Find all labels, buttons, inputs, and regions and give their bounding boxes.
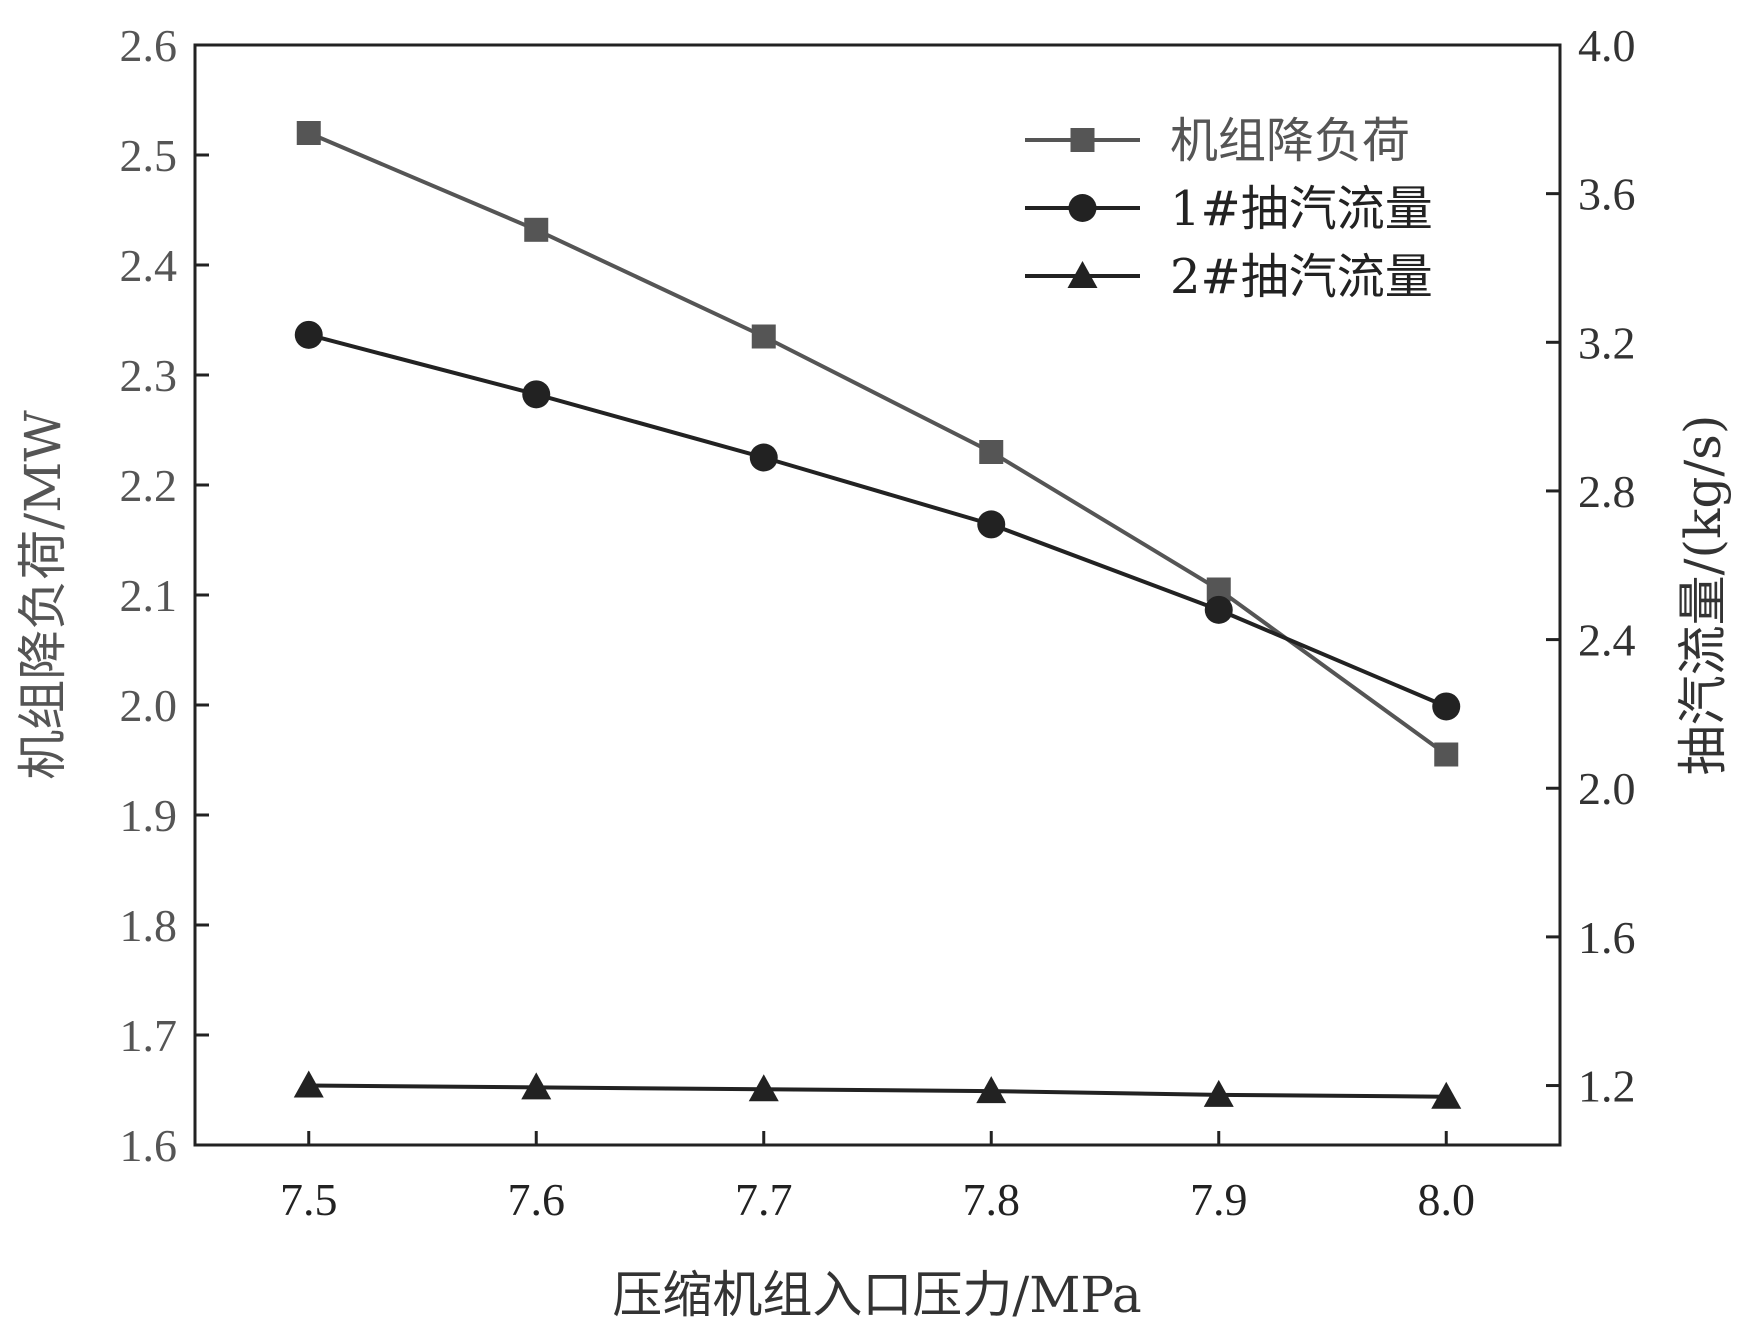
ticks: 7.5 7.6 7.7 7.8 7.9 8.0 1.6 1.7 1.8 1.9 2.0 2.1 2.2 2… (120, 20, 1636, 1225)
data-point-triangle (976, 1076, 1007, 1104)
x-tick-label: 7.7 (735, 1174, 793, 1225)
y-right-tick-label: 3.6 (1578, 169, 1636, 220)
data-point-triangle (1203, 1079, 1234, 1107)
series-3 (293, 1070, 1462, 1109)
data-point-triangle (293, 1070, 324, 1098)
y-left-tick-label: 2.2 (120, 460, 178, 511)
data-point-square (524, 217, 549, 242)
x-axis-title: 压缩机组入口压力/MPa (612, 1266, 1141, 1324)
data-point-square (1434, 742, 1459, 767)
x-tick-label: 8.0 (1418, 1174, 1476, 1225)
series-2 (294, 320, 1461, 721)
y-left-tick-label: 2.1 (120, 570, 178, 621)
x-tick-label: 7.5 (280, 1174, 338, 1225)
data-point-triangle (1431, 1081, 1462, 1109)
y-right-tick-label: 2.8 (1578, 466, 1636, 517)
y-axis-left-title: 机组降负荷/MW (14, 410, 72, 780)
data-point-circle (522, 380, 551, 409)
y-left-tick-label: 2.5 (120, 130, 178, 181)
y-right-tick-label: 1.2 (1578, 1061, 1636, 1112)
legend-item: 2#抽汽流量 (1025, 249, 1433, 305)
x-tick-label: 7.8 (963, 1174, 1021, 1225)
legend-item: 1#抽汽流量 (1025, 181, 1433, 237)
legend-item: 机组降负荷 (1025, 113, 1410, 169)
data-point-circle (977, 510, 1006, 539)
y-right-tick-label: 2.4 (1578, 615, 1636, 666)
data-point-circle (294, 320, 323, 349)
y-left-tick-label: 1.9 (120, 790, 178, 841)
legend: 机组降负荷 1#抽汽流量 2#抽汽流量 (1025, 113, 1433, 305)
y-left-tick-label: 2.0 (120, 680, 178, 731)
legend-label: 1#抽汽流量 (1170, 181, 1433, 237)
y-right-tick-label: 1.6 (1578, 912, 1636, 963)
y-right-tick-label: 3.2 (1578, 317, 1636, 368)
data-point-triangle (748, 1074, 779, 1102)
data-point-circle (1432, 692, 1461, 721)
data-point-triangle (1067, 261, 1098, 288)
y-right-tick-label: 4.0 (1578, 20, 1636, 71)
data-point-square (751, 324, 776, 349)
data-point-circle (1204, 595, 1233, 624)
legend-label: 2#抽汽流量 (1170, 249, 1433, 305)
series-1 (296, 121, 1459, 767)
y-left-tick-label: 2.4 (120, 240, 178, 291)
x-tick-label: 7.9 (1190, 1174, 1248, 1225)
y-left-tick-label: 1.7 (120, 1010, 178, 1061)
data-point-circle (1068, 194, 1097, 222)
series-line (308, 1083, 1447, 1099)
y-axis-right-title: 抽汽流量/(kg/s) (1674, 415, 1732, 776)
x-tick-label: 7.6 (508, 1174, 566, 1225)
data-point-circle (749, 443, 778, 472)
y-left-tick-label: 2.3 (120, 350, 178, 401)
data-point-square (1070, 128, 1095, 152)
series-line (308, 332, 1448, 709)
y-left-tick-label: 1.8 (120, 900, 178, 951)
series-line (307, 131, 1448, 757)
series-layer (293, 121, 1462, 1109)
y-left-tick-label: 1.6 (120, 1120, 178, 1171)
y-right-tick-label: 2.0 (1578, 763, 1636, 814)
y-left-tick-label: 2.6 (120, 20, 178, 71)
data-point-triangle (521, 1072, 552, 1100)
data-point-square (979, 440, 1004, 464)
legend-label: 机组降负荷 (1170, 113, 1410, 169)
data-point-square (296, 121, 321, 145)
